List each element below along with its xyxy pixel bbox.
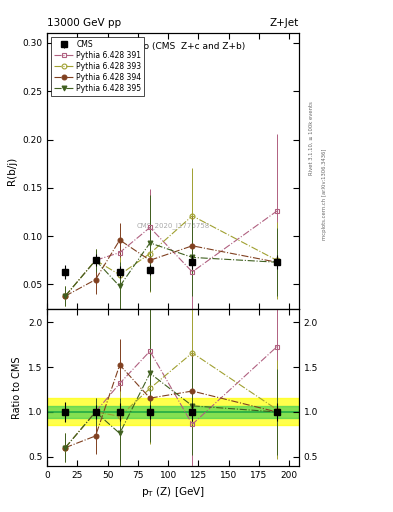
Legend: CMS, Pythia 6.428 391, Pythia 6.428 393, Pythia 6.428 394, Pythia 6.428 395: CMS, Pythia 6.428 391, Pythia 6.428 393,…: [51, 37, 144, 96]
Line: Pythia 6.428 394: Pythia 6.428 394: [63, 238, 279, 298]
Pythia 6.428 393: [93, 257, 98, 263]
Text: Rivet 3.1.10, ≥ 100k events: Rivet 3.1.10, ≥ 100k events: [309, 101, 314, 175]
Line: Pythia 6.428 395: Pythia 6.428 395: [63, 241, 279, 298]
Pythia 6.428 395: [118, 283, 122, 289]
Text: pT(Z) ratio (CMS  Z+c and Z+b): pT(Z) ratio (CMS Z+c and Z+b): [101, 41, 245, 51]
Pythia 6.428 394: [93, 276, 98, 283]
Line: Pythia 6.428 393: Pythia 6.428 393: [63, 214, 279, 298]
Pythia 6.428 391: [93, 257, 98, 263]
Text: mcplots.cern.ch [arXiv:1306.3436]: mcplots.cern.ch [arXiv:1306.3436]: [322, 149, 327, 240]
Bar: [47, 406, 299, 418]
Y-axis label: R(b/j): R(b/j): [7, 157, 17, 185]
Line: Pythia 6.428 391: Pythia 6.428 391: [63, 208, 279, 298]
Y-axis label: Ratio to CMS: Ratio to CMS: [12, 356, 22, 418]
Bar: [47, 398, 299, 425]
Pythia 6.428 394: [118, 237, 122, 243]
Pythia 6.428 394: [275, 259, 279, 265]
Pythia 6.428 391: [275, 208, 279, 214]
Text: CMS_2020_I1776758: CMS_2020_I1776758: [136, 223, 209, 229]
Pythia 6.428 394: [63, 293, 68, 299]
Pythia 6.428 395: [190, 254, 195, 261]
Pythia 6.428 395: [275, 259, 279, 265]
Pythia 6.428 391: [63, 293, 68, 299]
Pythia 6.428 394: [190, 243, 195, 249]
Pythia 6.428 394: [148, 257, 152, 263]
Pythia 6.428 395: [63, 293, 68, 299]
Pythia 6.428 393: [148, 250, 152, 257]
Pythia 6.428 393: [118, 272, 122, 278]
X-axis label: $\rm p_T$ (Z) [GeV]: $\rm p_T$ (Z) [GeV]: [141, 485, 205, 499]
Pythia 6.428 391: [190, 269, 195, 275]
Pythia 6.428 395: [148, 240, 152, 246]
Pythia 6.428 393: [190, 213, 195, 219]
Pythia 6.428 395: [93, 257, 98, 263]
Pythia 6.428 391: [148, 224, 152, 230]
Pythia 6.428 391: [118, 249, 122, 255]
Text: 13000 GeV pp: 13000 GeV pp: [47, 18, 121, 28]
Text: Z+Jet: Z+Jet: [270, 18, 299, 28]
Pythia 6.428 393: [275, 257, 279, 263]
Pythia 6.428 393: [63, 293, 68, 299]
